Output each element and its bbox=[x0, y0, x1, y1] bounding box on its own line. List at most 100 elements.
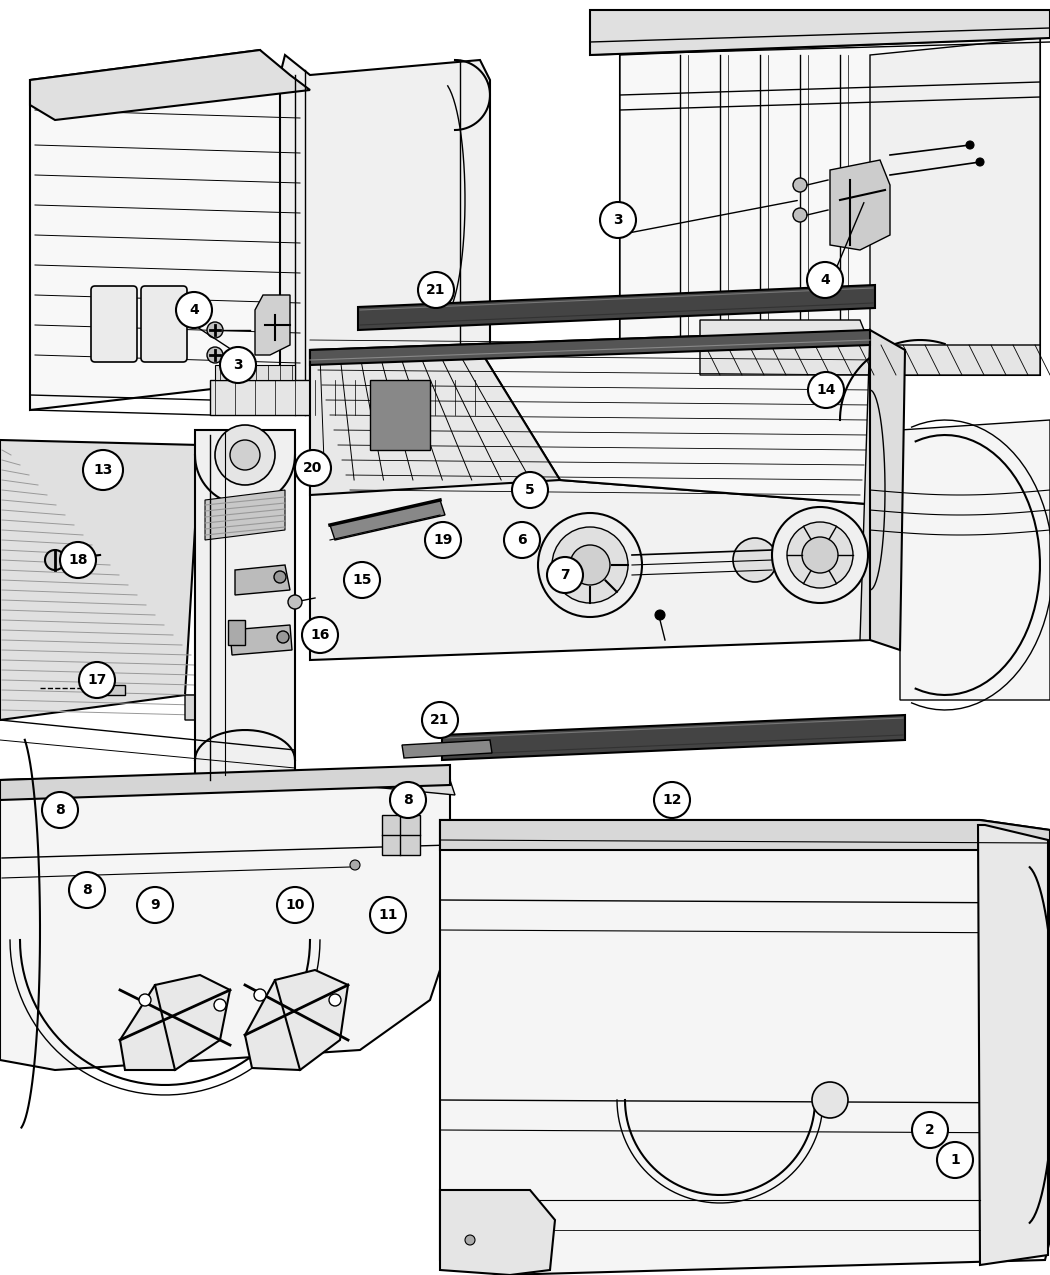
Circle shape bbox=[60, 542, 96, 578]
Polygon shape bbox=[620, 26, 1040, 375]
Circle shape bbox=[215, 425, 275, 484]
Circle shape bbox=[966, 142, 974, 149]
Polygon shape bbox=[0, 440, 200, 720]
Polygon shape bbox=[382, 815, 420, 856]
Text: 8: 8 bbox=[82, 884, 92, 898]
Circle shape bbox=[807, 261, 843, 298]
FancyBboxPatch shape bbox=[141, 286, 187, 362]
Circle shape bbox=[504, 521, 540, 558]
Text: 4: 4 bbox=[189, 303, 198, 317]
Circle shape bbox=[538, 513, 642, 617]
Polygon shape bbox=[215, 365, 295, 380]
Text: 18: 18 bbox=[68, 553, 88, 567]
Circle shape bbox=[912, 1112, 948, 1148]
Circle shape bbox=[654, 782, 690, 819]
Polygon shape bbox=[900, 419, 1050, 700]
Circle shape bbox=[465, 1235, 475, 1244]
Polygon shape bbox=[235, 565, 290, 595]
Text: 5: 5 bbox=[525, 483, 534, 497]
Polygon shape bbox=[195, 430, 295, 780]
Circle shape bbox=[812, 1082, 848, 1118]
Text: 13: 13 bbox=[93, 463, 112, 477]
Circle shape bbox=[788, 521, 853, 588]
Circle shape bbox=[277, 887, 313, 923]
Circle shape bbox=[230, 440, 260, 470]
Circle shape bbox=[45, 550, 65, 570]
Text: 11: 11 bbox=[378, 908, 398, 922]
Circle shape bbox=[83, 450, 123, 490]
Circle shape bbox=[79, 662, 116, 697]
Circle shape bbox=[176, 292, 212, 328]
Polygon shape bbox=[120, 975, 230, 1070]
Text: 10: 10 bbox=[286, 898, 304, 912]
Text: 3: 3 bbox=[233, 358, 243, 372]
Circle shape bbox=[370, 898, 406, 933]
Circle shape bbox=[390, 782, 426, 819]
Circle shape bbox=[733, 538, 777, 581]
Circle shape bbox=[793, 208, 807, 222]
Circle shape bbox=[512, 472, 548, 507]
Circle shape bbox=[220, 347, 256, 382]
Text: 3: 3 bbox=[613, 213, 623, 227]
Polygon shape bbox=[30, 50, 310, 411]
Circle shape bbox=[600, 201, 636, 238]
Circle shape bbox=[547, 557, 583, 593]
Polygon shape bbox=[310, 351, 880, 660]
Text: 4: 4 bbox=[820, 273, 830, 287]
Polygon shape bbox=[870, 38, 1040, 375]
Polygon shape bbox=[370, 380, 430, 450]
Circle shape bbox=[655, 609, 665, 620]
Polygon shape bbox=[310, 330, 880, 505]
Circle shape bbox=[422, 703, 458, 738]
Polygon shape bbox=[440, 1190, 555, 1275]
Text: 7: 7 bbox=[561, 567, 570, 581]
Polygon shape bbox=[440, 820, 1050, 1275]
Polygon shape bbox=[255, 295, 290, 354]
Circle shape bbox=[295, 450, 331, 486]
Text: 6: 6 bbox=[518, 533, 527, 547]
Polygon shape bbox=[0, 770, 450, 1070]
Polygon shape bbox=[440, 820, 1050, 861]
FancyBboxPatch shape bbox=[91, 286, 136, 362]
Text: 17: 17 bbox=[87, 673, 107, 687]
Circle shape bbox=[350, 861, 360, 870]
Text: 15: 15 bbox=[352, 572, 372, 586]
Circle shape bbox=[274, 571, 286, 583]
Polygon shape bbox=[700, 320, 1040, 375]
Polygon shape bbox=[0, 765, 450, 799]
Circle shape bbox=[425, 521, 461, 558]
Circle shape bbox=[214, 1000, 226, 1011]
Polygon shape bbox=[620, 38, 1040, 375]
Polygon shape bbox=[402, 740, 492, 759]
Text: 14: 14 bbox=[816, 382, 836, 397]
Text: 12: 12 bbox=[663, 793, 681, 807]
Circle shape bbox=[793, 179, 807, 193]
Polygon shape bbox=[870, 330, 905, 650]
Polygon shape bbox=[860, 330, 880, 640]
Polygon shape bbox=[330, 500, 445, 541]
Polygon shape bbox=[442, 715, 905, 760]
Polygon shape bbox=[205, 490, 285, 541]
Circle shape bbox=[802, 537, 838, 572]
Circle shape bbox=[207, 323, 223, 338]
Polygon shape bbox=[245, 970, 348, 1070]
Circle shape bbox=[139, 994, 151, 1006]
Text: 8: 8 bbox=[403, 793, 413, 807]
Circle shape bbox=[207, 347, 223, 363]
Circle shape bbox=[277, 631, 289, 643]
Text: 8: 8 bbox=[55, 803, 65, 817]
Polygon shape bbox=[100, 685, 125, 695]
Polygon shape bbox=[590, 10, 1050, 55]
Polygon shape bbox=[310, 351, 560, 495]
Text: 1: 1 bbox=[950, 1153, 960, 1167]
Circle shape bbox=[329, 994, 341, 1006]
Polygon shape bbox=[0, 770, 455, 796]
Polygon shape bbox=[230, 625, 292, 655]
Circle shape bbox=[937, 1142, 973, 1178]
Circle shape bbox=[254, 989, 266, 1001]
Polygon shape bbox=[185, 695, 220, 720]
Polygon shape bbox=[358, 286, 875, 330]
Circle shape bbox=[570, 544, 610, 585]
Circle shape bbox=[552, 527, 628, 603]
Text: 20: 20 bbox=[303, 462, 322, 476]
